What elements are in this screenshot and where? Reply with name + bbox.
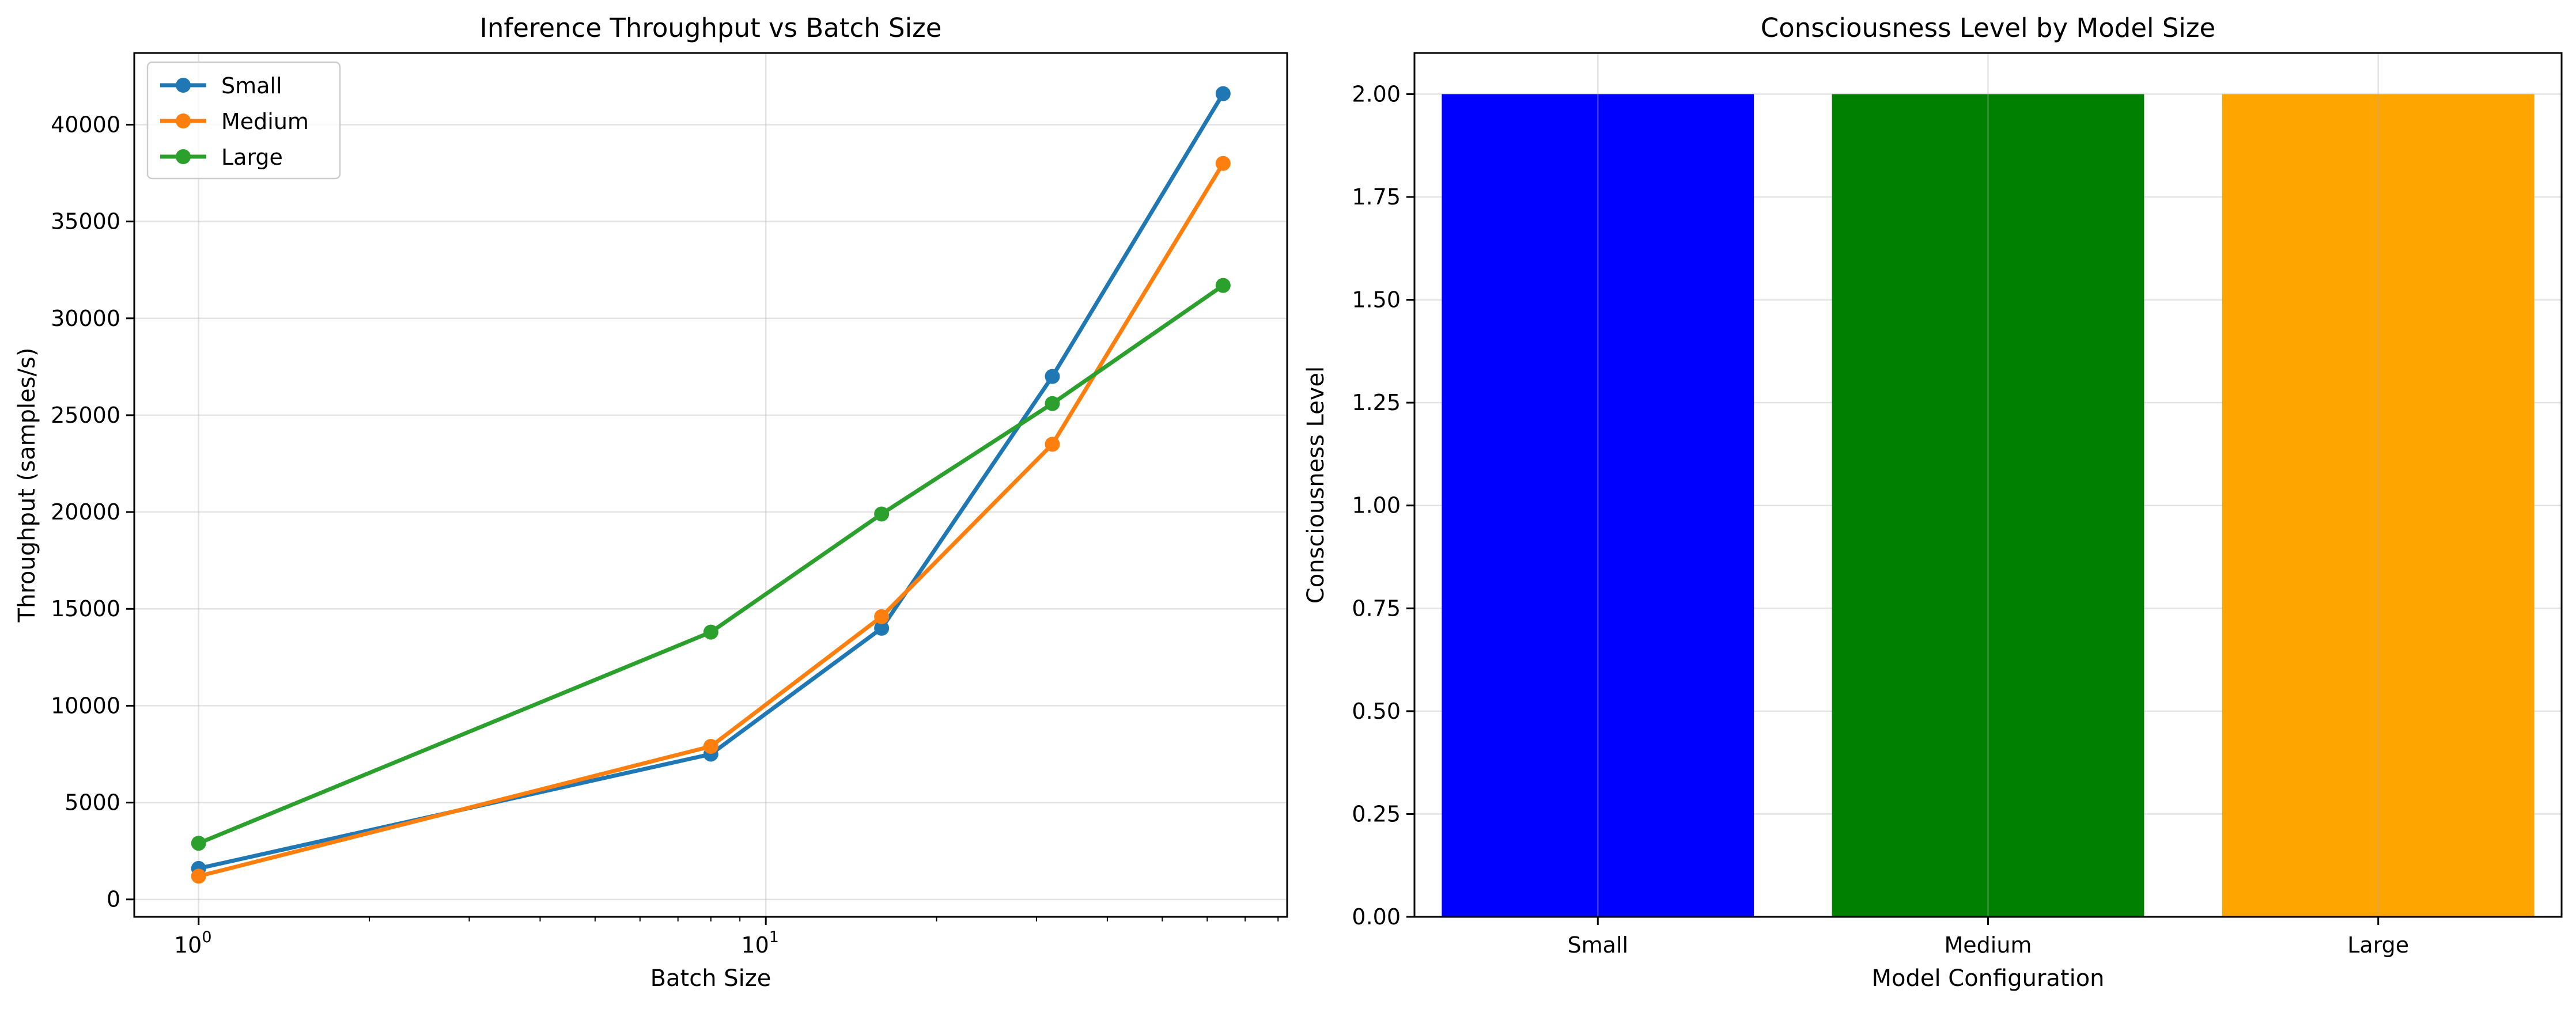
consciousness-y-tick-label: 1.50 — [1352, 287, 1401, 313]
consciousness-x-tick-label: Small — [1568, 932, 1629, 958]
consciousness-x-tick-label: Medium — [1945, 932, 2032, 958]
data-point-small — [1045, 369, 1060, 384]
consciousness-y-tick-label: 0.75 — [1352, 595, 1401, 621]
data-point-small — [874, 620, 890, 636]
throughput-y-tick-label: 15000 — [51, 596, 120, 621]
legend-marker-large — [176, 149, 191, 164]
consciousness-bars — [1442, 94, 2535, 917]
data-point-medium — [703, 739, 718, 754]
data-point-large — [874, 506, 890, 522]
consciousness-chart-title: Consciousness Level by Model Size — [1761, 13, 2215, 43]
legend-label-large: Large — [221, 145, 283, 170]
consciousness-y-tick-label: 1.75 — [1352, 184, 1401, 210]
throughput-x-tick-exponent: 1 — [769, 928, 779, 946]
data-point-medium — [191, 868, 206, 884]
throughput-y-tick-label: 35000 — [51, 209, 120, 234]
throughput-y-tick-label: 10000 — [51, 693, 120, 718]
data-point-medium — [1045, 437, 1060, 452]
bar-medium — [1832, 94, 2144, 917]
throughput-chart-title: Inference Throughput vs Batch Size — [480, 13, 942, 43]
consciousness-x-tick-label: Large — [2347, 932, 2409, 958]
data-point-small — [1215, 86, 1231, 101]
throughput-y-tick-label: 0 — [107, 887, 120, 912]
legend-box — [146, 61, 341, 180]
consciousness-x-axis-label: Model Configuration — [1871, 965, 2104, 992]
legend-label-medium: Medium — [221, 109, 309, 134]
legend-marker-small — [176, 78, 191, 93]
consciousness-y-tick-label: 1.00 — [1352, 493, 1401, 518]
throughput-y-axis-label: Throughput (samples/s) — [14, 348, 40, 623]
throughput-grid — [134, 53, 1287, 917]
data-point-large — [703, 624, 718, 640]
consciousness-x-ticks: Small Medium Large — [1568, 917, 2409, 958]
throughput-y-tick-label: 30000 — [51, 306, 120, 331]
throughput-y-tick-label: 40000 — [51, 112, 120, 137]
data-point-large — [1045, 396, 1060, 411]
consciousness-y-tick-label: 0.25 — [1352, 801, 1401, 826]
throughput-y-tick-label: 20000 — [51, 499, 120, 525]
consciousness-y-tick-label: 0.00 — [1352, 904, 1401, 930]
bar-large — [2222, 94, 2535, 917]
throughput-x-tick-base: 10 — [174, 932, 202, 958]
consciousness-y-tick-label: 1.25 — [1352, 390, 1401, 415]
throughput-series — [191, 86, 1231, 884]
throughput-y-ticks: 0 5000 10000 15000 20000 25000 30000 35000 40000 — [51, 112, 134, 912]
throughput-y-tick-label: 5000 — [65, 790, 120, 815]
data-point-medium — [1215, 155, 1231, 171]
legend-marker-medium — [176, 113, 191, 128]
throughput-x-tick-base: 10 — [741, 932, 769, 958]
consciousness-grid-overlay — [1597, 53, 2379, 917]
data-point-medium — [874, 609, 890, 624]
throughput-x-tick-label: 101 — [741, 928, 779, 958]
legend-label-small: Small — [221, 73, 282, 98]
consciousness-y-ticks: 0.00 0.25 0.50 0.75 1.00 1.25 1.50 1.75 2.00 — [1352, 81, 1414, 930]
bar-small — [1442, 94, 1754, 917]
throughput-legend: Small Medium Large — [146, 61, 341, 180]
throughput-x-tick-label: 100 — [174, 928, 212, 958]
throughput-chart: 100 101 050001000015000200002500030000350… — [14, 13, 1288, 992]
consciousness-y-tick-label: 2.00 — [1352, 81, 1401, 107]
throughput-x-ticks: 100 101 — [174, 917, 1279, 958]
throughput-x-axis-label: Batch Size — [650, 965, 771, 992]
throughput-y-tick-label: 25000 — [51, 403, 120, 428]
data-point-large — [1215, 278, 1231, 293]
consciousness-chart: Small Medium Large 0.00 0.25 0.50 0.75 1.00 1.2… — [1303, 13, 2563, 992]
consciousness-y-tick-label: 0.50 — [1352, 699, 1401, 724]
data-point-large — [191, 836, 206, 851]
consciousness-y-axis-label: Consciousness Level — [1303, 366, 1329, 604]
throughput-x-tick-exponent: 0 — [202, 928, 211, 946]
